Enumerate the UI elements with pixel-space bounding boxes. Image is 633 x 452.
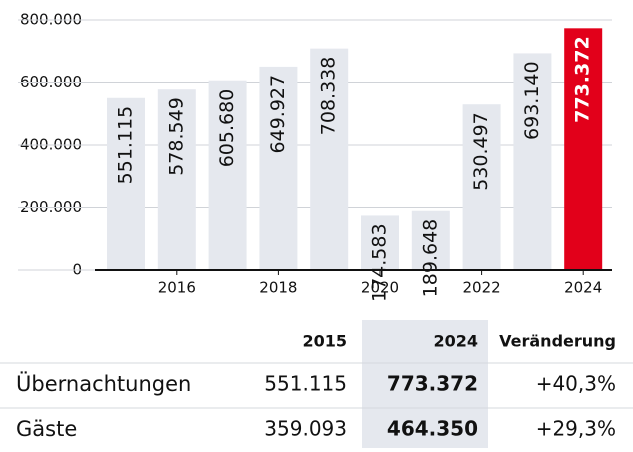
x-tick-label: 2022 xyxy=(463,279,501,297)
column-header: Veränderung xyxy=(499,332,616,351)
value-label: 578.549 xyxy=(165,97,187,176)
x-tick-label: 2018 xyxy=(259,279,297,297)
value-label: 189.648 xyxy=(419,219,441,298)
cell: 359.093 xyxy=(264,417,347,441)
value-label: 530.497 xyxy=(470,112,492,191)
bar xyxy=(411,210,450,270)
bar xyxy=(564,28,603,271)
bar xyxy=(259,66,298,270)
cell: 551.115 xyxy=(264,372,347,396)
bar xyxy=(462,104,501,270)
cell: +40,3% xyxy=(536,372,616,396)
bar xyxy=(107,97,145,270)
value-label: 649.927 xyxy=(267,75,289,154)
value-label: 174.583 xyxy=(369,223,391,302)
value-label: 708.338 xyxy=(318,57,340,136)
bar xyxy=(513,53,552,270)
value-label: 551.115 xyxy=(115,106,137,185)
x-tick-label: 2016 xyxy=(158,279,196,297)
bar xyxy=(310,48,349,270)
bar xyxy=(208,80,247,270)
x-tick-label: 2020 xyxy=(361,279,399,297)
value-label: 605.680 xyxy=(216,89,238,168)
highlight-column xyxy=(362,320,488,448)
value-label: 693.140 xyxy=(521,61,543,140)
column-header: 2024 xyxy=(433,332,478,351)
cell: +29,3% xyxy=(536,417,616,441)
x-tick-label: 2024 xyxy=(564,279,602,297)
cell: 464.350 xyxy=(387,417,478,441)
row-label: Gäste xyxy=(16,417,77,441)
value-label: 773.372 xyxy=(572,36,594,123)
column-header: 2015 xyxy=(302,332,347,351)
cell: 773.372 xyxy=(387,372,478,396)
bar xyxy=(157,89,196,271)
bar xyxy=(361,215,399,270)
row-label: Übernachtungen xyxy=(16,371,191,396)
